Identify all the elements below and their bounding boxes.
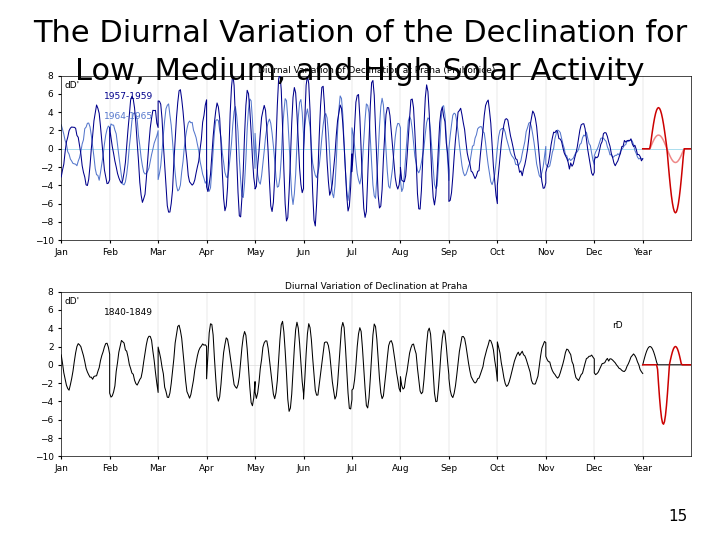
Text: rD: rD — [613, 321, 623, 330]
Text: dD': dD' — [64, 80, 79, 90]
Text: dD': dD' — [64, 296, 79, 306]
Text: 1840-1849: 1840-1849 — [104, 308, 153, 317]
Text: 15: 15 — [668, 509, 688, 524]
Text: 1957-1959: 1957-1959 — [104, 92, 153, 101]
Text: Low, Medium, and High Solar Activity: Low, Medium, and High Solar Activity — [76, 57, 644, 86]
Title: Diurnal Variation of Declination at Praha (Pruhonice): Diurnal Variation of Declination at Prah… — [258, 66, 495, 75]
Title: Diurnal Variation of Declination at Praha: Diurnal Variation of Declination at Prah… — [285, 282, 467, 291]
Text: The Diurnal Variation of the Declination for: The Diurnal Variation of the Declination… — [33, 19, 687, 48]
Text: 1964-1965: 1964-1965 — [104, 112, 153, 121]
